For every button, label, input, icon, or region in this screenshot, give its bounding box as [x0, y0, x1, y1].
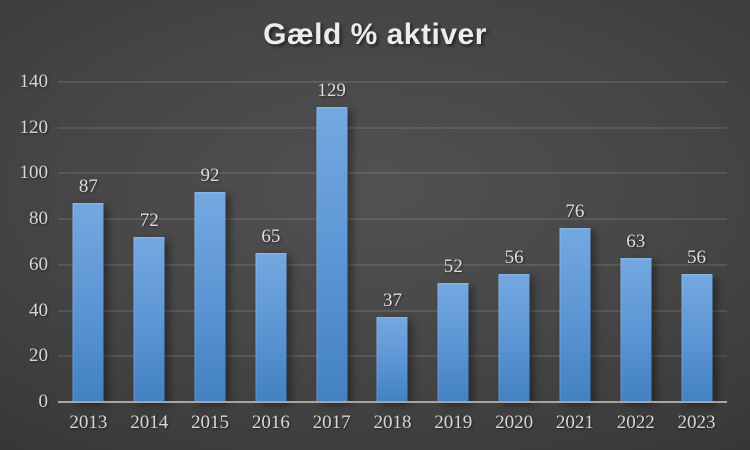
bar-slot-2019: 52 — [423, 82, 484, 402]
bar-2018 — [376, 317, 408, 402]
bar-2013 — [72, 203, 104, 402]
gridline-40 — [58, 309, 727, 312]
bars-row: 87 72 92 65 129 37 52 56 76 63 56 — [58, 80, 727, 402]
bar-value-label-2018: 37 — [382, 290, 402, 312]
x-axis-label-2018: 2018 — [373, 412, 412, 433]
bar-value-label-2020: 56 — [504, 247, 524, 268]
x-axis-label-2013: 2013 — [69, 412, 108, 433]
chart-title: Gæld % aktiver — [263, 18, 487, 51]
gridline-100 — [58, 172, 727, 175]
gridline-60 — [58, 263, 727, 266]
bar-value-label-2016: 65 — [261, 226, 281, 248]
y-tick-label-100: 100 — [19, 162, 49, 184]
bar-value-label-2023: 56 — [687, 247, 707, 268]
bar-2021 — [559, 228, 591, 402]
bar-slot-2013: 87 — [58, 82, 119, 402]
bar-value-label-2019: 52 — [443, 256, 463, 278]
x-axis-label-2016: 2016 — [251, 412, 290, 433]
bar-slot-2018: 37 — [362, 82, 423, 402]
x-axis-label-2015: 2015 — [191, 412, 230, 433]
x-axis-label-2022: 2022 — [616, 412, 655, 433]
x-axis-line — [58, 401, 727, 403]
y-tick-label-80: 80 — [29, 208, 48, 230]
y-tick-label-20: 20 — [29, 345, 48, 367]
x-axis-label-2017: 2017 — [312, 412, 351, 433]
bar-slot-2015: 92 — [180, 82, 241, 402]
y-tick-label-120: 120 — [19, 116, 49, 138]
bar-value-label-2017: 129 — [317, 80, 346, 102]
x-axis-label-2021: 2021 — [555, 412, 594, 433]
bar-slot-2020: 56 — [484, 82, 545, 402]
bar-2015 — [194, 191, 226, 402]
gridline-120 — [58, 126, 727, 129]
bar-2023 — [681, 274, 713, 402]
y-axis: 0 20 40 60 80 100 120 140 — [0, 72, 49, 411]
y-tick-label-60: 60 — [29, 253, 48, 275]
bar-value-label-2015: 92 — [200, 164, 220, 186]
bar-value-label-2014: 72 — [139, 210, 159, 232]
bar-2022 — [620, 258, 652, 402]
x-axis: 2013 2014 2015 2016 2017 2018 2019 2020 2021 2022… — [58, 412, 727, 434]
bar-slot-2023: 56 — [666, 82, 727, 402]
x-axis-label-2020: 2020 — [495, 412, 534, 433]
x-axis-label-2014: 2014 — [130, 412, 169, 433]
bar-2014 — [133, 237, 165, 402]
plot-area: 87 72 92 65 129 37 52 56 76 63 56 — [58, 80, 727, 403]
x-axis-label-2019: 2019 — [434, 412, 473, 433]
bar-2017 — [316, 107, 348, 402]
bar-slot-2017: 129 — [301, 80, 362, 402]
y-tick-label-140: 140 — [19, 71, 49, 92]
bar-slot-2014: 72 — [119, 82, 180, 402]
bar-slot-2021: 76 — [545, 82, 606, 402]
y-tick-label-40: 40 — [29, 299, 48, 321]
bar-slot-2016: 65 — [240, 82, 301, 402]
bar-slot-2022: 63 — [605, 82, 666, 402]
bar-2019 — [437, 283, 469, 402]
y-tick-label-0: 0 — [38, 391, 49, 412]
bar-2016 — [255, 253, 287, 402]
x-axis-label-2023: 2023 — [677, 412, 716, 433]
bar-2020 — [498, 274, 530, 402]
bar-value-label-2013: 87 — [78, 176, 98, 198]
gridline-80 — [58, 218, 727, 221]
gridline-140 — [58, 81, 727, 83]
bar-value-label-2022: 63 — [626, 231, 646, 252]
bar-value-label-2021: 76 — [565, 201, 585, 223]
